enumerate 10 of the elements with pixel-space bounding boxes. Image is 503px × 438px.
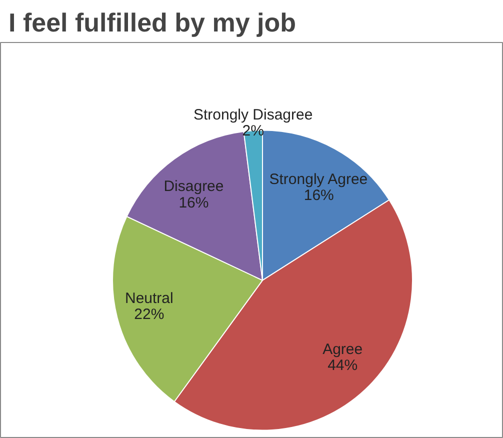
slice-label: Strongly Disagree (193, 106, 313, 124)
slice-label: Strongly Agree (269, 170, 368, 188)
data-label: 16% (304, 187, 334, 204)
data-label: 16% (178, 194, 209, 212)
data-label: 44% (328, 357, 358, 374)
data-label: 22% (134, 306, 164, 324)
slice-label: Agree (322, 340, 363, 358)
slice-label: Disagree (164, 178, 224, 196)
slice-label: Neutral (125, 290, 174, 307)
chart-title: I feel fulfilled by my job (8, 8, 296, 38)
